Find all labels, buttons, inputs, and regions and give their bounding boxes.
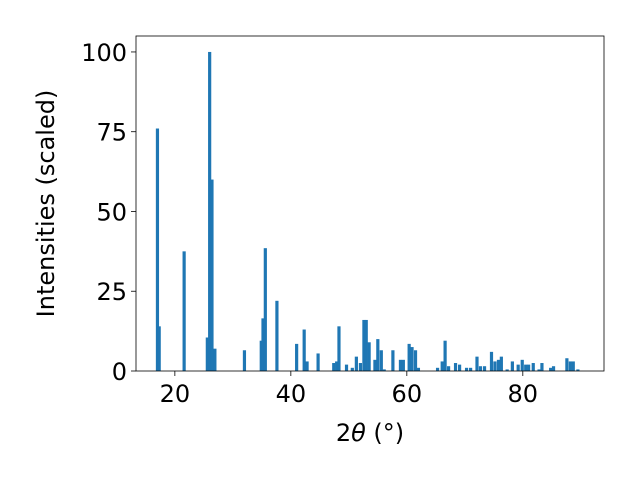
bar (565, 358, 569, 371)
bar (493, 361, 497, 371)
bar (364, 319, 368, 371)
bar (205, 337, 209, 371)
y-tick-label: 50 (96, 198, 127, 226)
bar (401, 359, 405, 371)
bar (540, 363, 544, 371)
bar (358, 363, 363, 371)
bar (373, 359, 377, 371)
bar (407, 343, 411, 371)
bar (482, 366, 487, 371)
bar (157, 326, 161, 371)
bar (305, 361, 309, 371)
bar (458, 364, 462, 371)
bar (208, 51, 212, 371)
bar (537, 369, 541, 371)
bar (263, 248, 267, 371)
bar (376, 339, 380, 371)
bar (367, 342, 371, 371)
bar (520, 359, 524, 371)
bar (505, 369, 509, 371)
bar (354, 356, 358, 371)
y-tick-label: 0 (112, 358, 127, 386)
y-axis-label: Intensities (scaled) (32, 90, 60, 318)
bars-layer (155, 51, 580, 371)
bar (362, 319, 366, 371)
bar (344, 364, 349, 371)
bar (571, 361, 575, 371)
bar (510, 361, 514, 371)
bar (332, 363, 336, 371)
bar (499, 356, 503, 371)
x-axis-label: 2θ (°) (336, 419, 404, 447)
x-axis-label-prefix: 2 (336, 419, 351, 447)
bar (568, 361, 572, 371)
y-tick-label: 75 (96, 119, 127, 147)
bar (213, 348, 217, 371)
bar (155, 128, 160, 371)
ticks-layer: 20 40 60 80 0 25 50 75 100 (81, 39, 538, 408)
bar (469, 367, 473, 371)
bar (416, 367, 421, 371)
bar (527, 364, 531, 371)
bar (435, 367, 440, 371)
y-tick-label: 100 (81, 39, 127, 67)
bar (398, 359, 403, 371)
bar (475, 356, 479, 371)
bar (210, 179, 214, 371)
bar (350, 367, 354, 371)
bar (446, 366, 451, 371)
x-axis-label-symbol: θ (351, 419, 366, 447)
bar (295, 343, 299, 371)
bar (391, 350, 395, 371)
bar (302, 329, 306, 371)
bar (489, 351, 494, 371)
bar (549, 367, 553, 371)
bar (551, 366, 556, 371)
bar (410, 347, 414, 371)
x-tick-label: 40 (276, 380, 307, 408)
bar (261, 318, 265, 371)
x-tick-label: 20 (160, 380, 191, 408)
bar (443, 340, 447, 371)
y-tick-label: 25 (96, 278, 127, 306)
bar (516, 364, 520, 371)
bar (337, 326, 341, 371)
bar (335, 361, 339, 371)
bar (440, 361, 444, 371)
bar (382, 369, 386, 371)
bar (453, 363, 458, 371)
bar (496, 359, 501, 371)
bar (182, 251, 186, 371)
bar (379, 350, 383, 371)
bar (576, 369, 580, 371)
x-axis-label-suffix: (°) (366, 419, 404, 447)
plot-frame (135, 35, 605, 372)
bar (242, 350, 247, 371)
bar (531, 363, 535, 371)
bar (524, 364, 528, 371)
x-tick-label: 60 (392, 380, 423, 408)
bar (275, 300, 279, 371)
x-tick-label: 80 (508, 380, 539, 408)
bar (478, 366, 483, 371)
bar (464, 367, 469, 371)
bar (413, 350, 418, 371)
bar (316, 353, 320, 371)
bar (259, 340, 263, 371)
